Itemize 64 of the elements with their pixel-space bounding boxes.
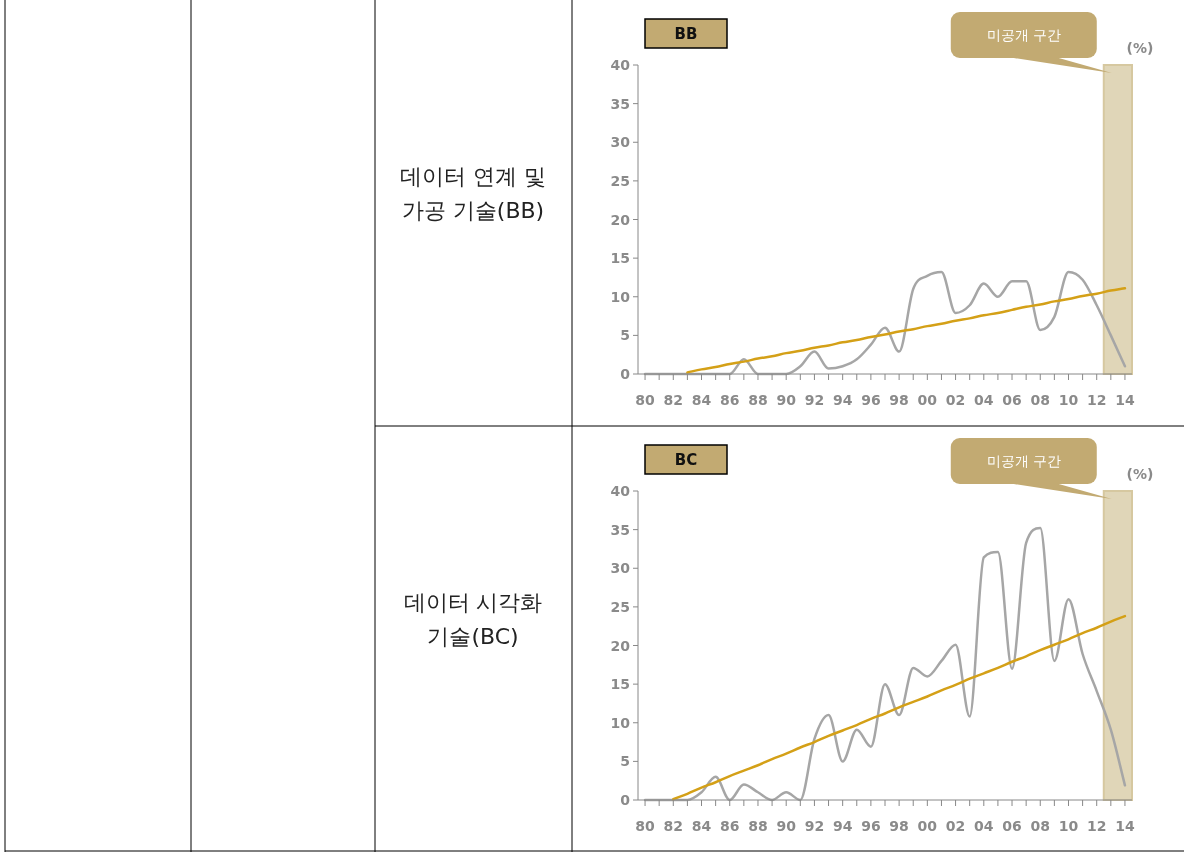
- x-tick-label: 86: [720, 392, 740, 408]
- x-tick-label: 06: [1002, 392, 1022, 408]
- x-tick-label: 88: [748, 818, 768, 834]
- x-tick-label: 12: [1086, 392, 1107, 408]
- x-tick-label: 04: [974, 392, 994, 408]
- y-tick-label: 0: [620, 366, 631, 382]
- y-tick-label: 40: [610, 57, 631, 73]
- x-tick-label: 82: [663, 392, 684, 408]
- x-tick-label: 94: [832, 818, 853, 834]
- y-tick-label: 40: [610, 483, 631, 499]
- y-tick-label: 0: [620, 792, 631, 808]
- y-tick-label: 20: [610, 211, 631, 228]
- x-tick-label: 90: [776, 392, 797, 408]
- line-series: [672, 614, 1127, 801]
- line-series: [686, 287, 1127, 374]
- y-tick-label: 15: [610, 676, 630, 693]
- x-tick-label: 14: [1115, 392, 1135, 408]
- x-tick-label: 00: [917, 818, 938, 834]
- x-tick-label: 80: [635, 392, 656, 408]
- x-tick-label: 02: [945, 392, 966, 408]
- y-axis-title: (%): [1126, 466, 1154, 482]
- x-tick-label: 92: [804, 818, 825, 834]
- x-tick-label: 00: [917, 392, 938, 408]
- chart-title: BC: [674, 451, 698, 469]
- x-tick-label: 80: [635, 818, 656, 834]
- y-tick-label: 5: [620, 327, 630, 344]
- text: 데이터 연계 및 가공 기술(BB): [400, 164, 546, 223]
- x-tick-label: 10: [1058, 818, 1079, 834]
- x-tick-label: 12: [1086, 818, 1107, 834]
- band-label: 미공개 구간: [986, 27, 1061, 43]
- x-tick-label: 92: [804, 392, 825, 408]
- x-tick-label: 14: [1115, 818, 1135, 834]
- y-tick-label: 25: [610, 598, 630, 615]
- x-tick-label: 96: [861, 818, 881, 834]
- y-axis-title: (%): [1126, 40, 1154, 56]
- x-tick-label: 84: [691, 818, 712, 834]
- x-tick-label: 86: [720, 818, 740, 834]
- x-tick-label: 94: [832, 392, 853, 408]
- x-tick-label: 02: [945, 818, 966, 834]
- text: 데이터 시각화 기술(BC): [403, 590, 543, 649]
- x-tick-label: 04: [974, 818, 994, 834]
- x-tick-label: 90: [776, 818, 797, 834]
- x-tick-label: 96: [861, 392, 881, 408]
- x-tick-label: 08: [1030, 818, 1050, 834]
- y-tick-label: 10: [610, 714, 631, 731]
- y-tick-label: 35: [610, 521, 630, 538]
- x-tick-label: 08: [1030, 392, 1050, 408]
- y-tick-label: 35: [610, 95, 630, 112]
- x-tick-label: 10: [1058, 392, 1079, 408]
- y-tick-label: 20: [610, 637, 631, 654]
- chart-title: BB: [674, 25, 698, 43]
- y-tick-label: 5: [620, 753, 630, 770]
- x-tick-label: 84: [691, 392, 712, 408]
- y-tick-label: 10: [610, 288, 631, 305]
- x-tick-label: 06: [1002, 818, 1022, 834]
- x-tick-label: 88: [748, 392, 768, 408]
- y-tick-label: 25: [610, 172, 630, 189]
- y-tick-label: 30: [610, 134, 631, 151]
- y-tick-label: 30: [610, 560, 631, 577]
- y-tick-label: 15: [610, 250, 630, 267]
- x-tick-label: 82: [663, 818, 684, 834]
- band-label: 미공개 구간: [986, 453, 1061, 469]
- x-tick-label: 98: [889, 392, 909, 408]
- x-tick-label: 98: [889, 818, 909, 834]
